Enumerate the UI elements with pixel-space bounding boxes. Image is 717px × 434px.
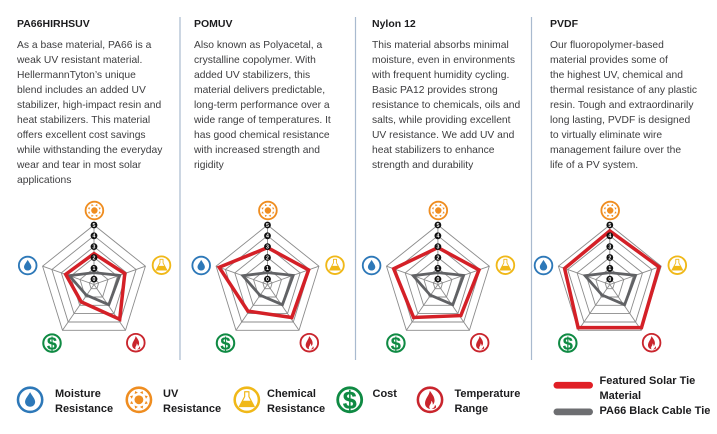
svg-text:1: 1 bbox=[608, 266, 611, 272]
svg-text:4: 4 bbox=[608, 234, 611, 240]
svg-text:$: $ bbox=[343, 387, 357, 414]
svg-text:1: 1 bbox=[93, 266, 96, 272]
svg-text:2: 2 bbox=[608, 255, 611, 261]
svg-text:3: 3 bbox=[608, 244, 611, 250]
svg-text:0: 0 bbox=[266, 277, 269, 283]
svg-text:0: 0 bbox=[93, 277, 96, 283]
svg-text:$: $ bbox=[47, 333, 57, 353]
svg-text:5: 5 bbox=[436, 223, 439, 229]
svg-text:4: 4 bbox=[436, 234, 439, 240]
svg-text:5: 5 bbox=[266, 223, 269, 229]
svg-text:0: 0 bbox=[436, 277, 439, 283]
svg-text:1: 1 bbox=[266, 266, 269, 272]
svg-text:$: $ bbox=[221, 333, 231, 353]
svg-text:5: 5 bbox=[93, 223, 96, 229]
svg-text:1: 1 bbox=[436, 266, 439, 272]
svg-text:3: 3 bbox=[93, 244, 96, 250]
svg-text:3: 3 bbox=[266, 244, 269, 250]
svg-text:2: 2 bbox=[266, 255, 269, 261]
svg-text:$: $ bbox=[391, 333, 401, 353]
svg-text:3: 3 bbox=[436, 244, 439, 250]
svg-text:4: 4 bbox=[266, 234, 269, 240]
svg-text:5: 5 bbox=[608, 223, 611, 229]
svg-text:2: 2 bbox=[93, 255, 96, 261]
svg-text:0: 0 bbox=[608, 277, 611, 283]
svg-text:$: $ bbox=[563, 333, 573, 353]
svg-text:4: 4 bbox=[93, 234, 96, 240]
svg-text:2: 2 bbox=[436, 255, 439, 261]
